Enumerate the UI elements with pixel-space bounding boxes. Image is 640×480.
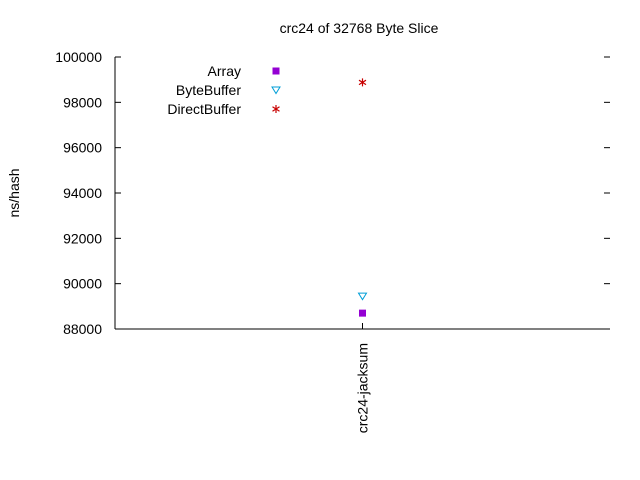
data-point-array — [359, 309, 366, 317]
y-tick-label: 88000 — [63, 321, 102, 337]
legend-marker-directbuffer — [272, 105, 280, 113]
x-ticks: crc24-jacksum — [355, 323, 371, 433]
legend: Array ByteBuffer DirectBuffer — [167, 63, 281, 117]
legend-label: Array — [208, 63, 241, 79]
legend-marker-bytebuffer — [271, 86, 281, 95]
legend-marker-array — [272, 67, 280, 75]
y-tick-label: 98000 — [63, 94, 102, 110]
y-tick-label: 94000 — [63, 185, 102, 201]
y-tick-label: 92000 — [63, 230, 102, 246]
data-point-directbuffer — [358, 78, 367, 87]
data-point-bytebuffer — [357, 292, 368, 301]
legend-label: DirectBuffer — [167, 101, 241, 117]
legend-label: ByteBuffer — [176, 82, 241, 98]
chart-title: crc24 of 32768 Byte Slice — [280, 20, 439, 36]
x-tick-label: crc24-jacksum — [355, 343, 371, 433]
y-tick-label: 100000 — [55, 49, 102, 65]
y-tick-label: 96000 — [63, 140, 102, 156]
y-axis-label: ns/hash — [6, 168, 22, 217]
data-points — [357, 78, 368, 317]
y-tick-label: 90000 — [63, 276, 102, 292]
y-ticks: 88000 90000 92000 94000 96000 98000 100000 — [55, 49, 610, 337]
